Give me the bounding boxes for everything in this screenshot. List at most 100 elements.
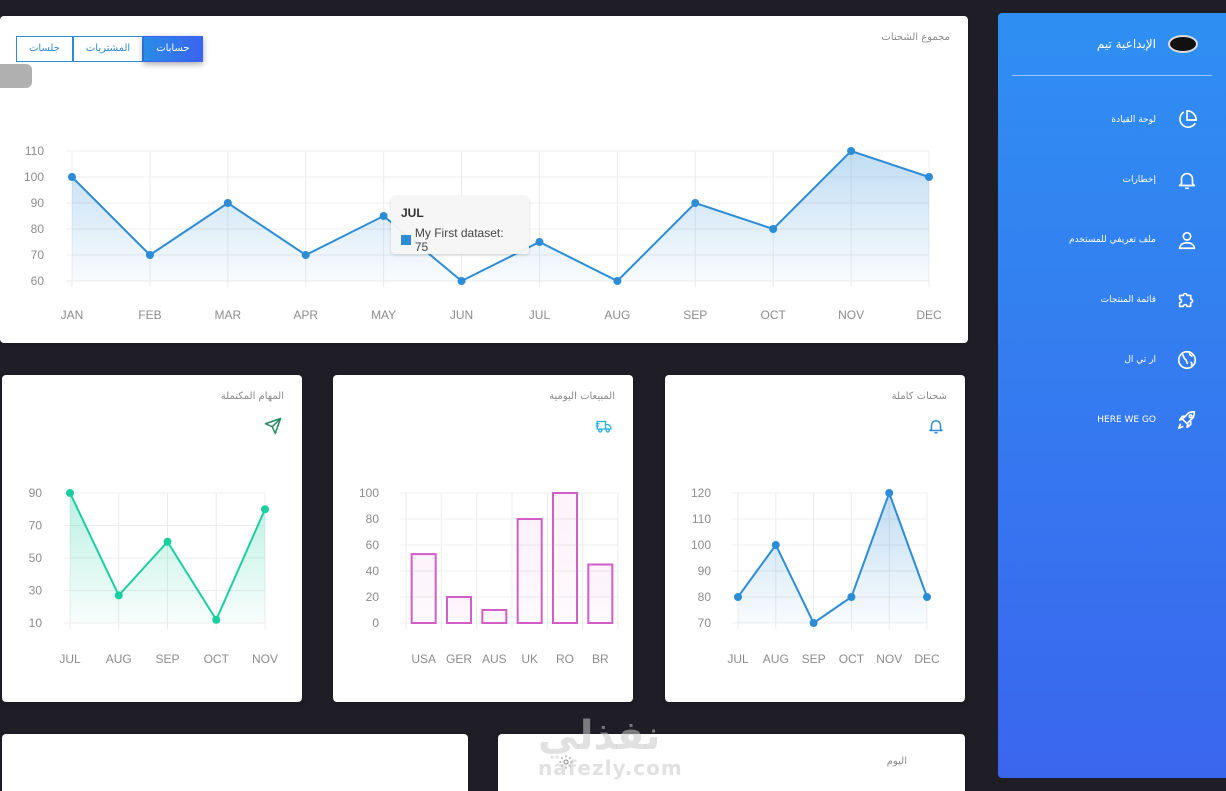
watermark: نفذلي nafezly.com (538, 716, 683, 780)
y-tick-label: 70 (698, 616, 712, 630)
data-point (212, 615, 221, 624)
tab-purchases[interactable]: المشتريات (72, 36, 144, 62)
tooltip-title: JUL (401, 206, 424, 220)
x-tick-label: NOV (876, 652, 902, 666)
daily-sales-chart: 0 20 40 60 80 100 USA GER AUS UK RO BR (359, 486, 619, 666)
sidebar-item-dashboard[interactable]: لوحة القيادة (1111, 109, 1198, 131)
x-tick-label: SEP (802, 652, 826, 666)
x-tick-label: UK (521, 652, 538, 666)
x-tick-label: NOV (838, 308, 864, 322)
tooltip-label: My First dataset: 75 (414, 226, 504, 254)
watermark-latin: nafezly.com (538, 756, 683, 780)
x-tick-label: AUG (106, 652, 132, 666)
y-tick-label: 80 (31, 222, 45, 236)
bar (551, 492, 579, 624)
bell-icon (1178, 172, 1196, 190)
y-tick-label: 80 (698, 590, 712, 604)
data-point (223, 199, 232, 207)
daily-sales-card: المبيعات اليومية 0 20 40 60 80 100 USA GER AUS UK… (333, 375, 633, 702)
y-tick-label: 90 (31, 196, 45, 210)
sidebar-item-label: إخطارات (1122, 175, 1156, 185)
data-point (261, 505, 269, 514)
sidebar-item-here-we-go[interactable]: HERE WE GO (1097, 409, 1198, 431)
data-point (145, 251, 154, 259)
total-shipments-card: مجموع الشحنات جلسات المشتريات حسابات 60 7… (0, 16, 968, 343)
y-tick-label: 70 (31, 248, 45, 262)
rocket-icon (1177, 410, 1196, 430)
card-title: اليوم (886, 756, 907, 767)
data-point (613, 277, 622, 285)
bar (445, 596, 473, 624)
bottom-left-card (2, 734, 468, 791)
sidebar-item-label: قائمة المنتجات (1100, 295, 1156, 305)
series-area (738, 493, 927, 623)
tooltip-swatch (401, 235, 411, 245)
sidebar-item-label: لوحة القيادة (1111, 115, 1156, 125)
x-tick-label: SEP (155, 652, 179, 666)
full-shipments-chart: 70 80 90 100 110 120 JUL AUG SEP OCT NOV DEC (691, 486, 940, 666)
collapse-handle[interactable] (0, 64, 32, 88)
x-tick-label: DEC (916, 308, 942, 322)
x-tick-label: AUG (763, 652, 789, 666)
x-tick-label: USA (411, 652, 436, 666)
sidebar: الإبداعية تيم لوحة القيادة إخطارات ملف ت… (998, 13, 1226, 778)
brand[interactable]: الإبداعية تيم (1097, 35, 1198, 53)
x-tick-label: JUL (727, 652, 749, 666)
paper-plane-icon (264, 417, 282, 435)
watermark-arabic: نفذلي (538, 713, 661, 759)
puzzle-icon (1178, 292, 1194, 308)
x-tick-label: JUL (529, 308, 551, 322)
bar (481, 609, 508, 624)
data-point (769, 225, 778, 233)
series-line (737, 490, 928, 625)
x-tick-label: MAR (214, 308, 241, 322)
series-line (71, 149, 930, 283)
sidebar-item-notifications[interactable]: إخطارات (1122, 169, 1198, 191)
sidebar-item-products[interactable]: قائمة المنتجات (1101, 289, 1198, 311)
data-point (379, 212, 388, 220)
data-point (457, 277, 466, 285)
card-title: مجموع الشحنات (881, 32, 950, 43)
total-shipments-chart: 60 70 80 90 100 110 JAN FEB MAR APR MAY JUN JUL AUG SE… (24, 144, 942, 322)
data-point (163, 537, 172, 546)
x-tick-label: JUN (450, 308, 473, 322)
x-tick-label: BR (592, 652, 609, 666)
data-point (535, 238, 544, 246)
y-tick-label: 100 (691, 538, 711, 552)
x-tick-label: APR (293, 308, 318, 322)
tab-sessions[interactable]: جلسات (16, 36, 73, 62)
x-tick-label: MAY (371, 308, 396, 322)
chart-tabs: جلسات المشتريات حسابات (16, 36, 203, 62)
data-point (847, 147, 856, 155)
x-tick-label: OCT (761, 308, 787, 322)
card-title: المهام المكتملة (220, 391, 284, 402)
x-tick-label: FEB (138, 308, 161, 322)
x-tick-label: JUL (59, 652, 81, 666)
x-tick-label: GER (446, 652, 472, 666)
sidebar-item-label: ار تي ال (1124, 355, 1156, 365)
y-tick-label: 10 (29, 616, 43, 630)
sidebar-item-rtl[interactable]: ار تي ال (1124, 349, 1198, 371)
x-tick-label: AUG (604, 308, 630, 322)
data-point (68, 173, 76, 181)
data-point (66, 489, 74, 497)
y-tick-label: 100 (359, 486, 379, 500)
series-area (72, 151, 929, 281)
x-tick-label: OCT (204, 652, 230, 666)
y-tick-label: 70 (29, 519, 43, 533)
tab-accounts[interactable]: حسابات (143, 36, 203, 62)
data-point (809, 619, 818, 627)
y-tick-label: 110 (692, 512, 711, 526)
delivery-truck-icon (595, 420, 612, 433)
gear-icon (559, 755, 573, 769)
sidebar-item-user-profile[interactable]: ملف تعريفي للمستخدم (1069, 229, 1198, 251)
brand-name: الإبداعية تيم (1096, 37, 1156, 51)
x-tick-label: AUS (482, 652, 507, 666)
data-point (771, 541, 780, 549)
y-tick-label: 60 (366, 538, 380, 552)
y-tick-label: 120 (691, 486, 711, 500)
y-tick-label: 60 (31, 274, 45, 288)
full-shipments-card: شحنات كاملة 70 80 90 100 110 120 JUL AUG SEP OCT N… (665, 375, 965, 702)
data-point (925, 173, 933, 181)
y-tick-label: 50 (29, 551, 43, 565)
